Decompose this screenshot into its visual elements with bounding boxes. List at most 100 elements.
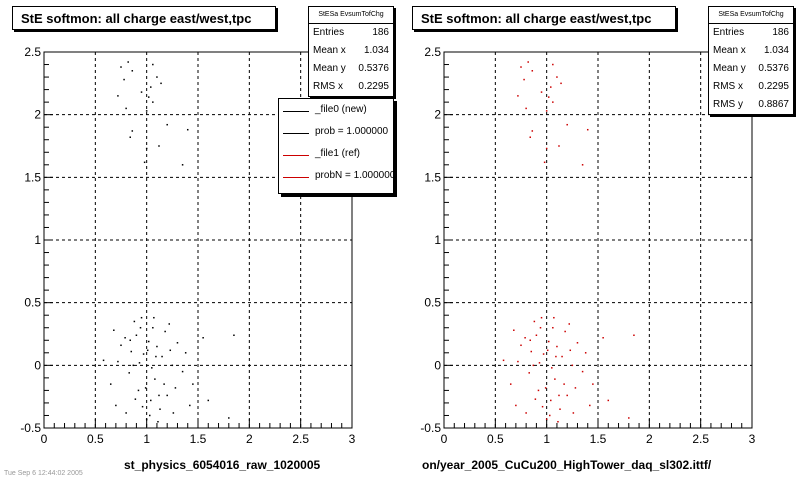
- data-point: [607, 399, 610, 402]
- data-point: [153, 316, 155, 319]
- data-point: [564, 330, 566, 333]
- data-point: [145, 418, 148, 420]
- data-point: [527, 61, 529, 63]
- y-tick-label: 2.5: [424, 45, 441, 59]
- x-tick-label: 2: [246, 432, 253, 446]
- stats-row-mean-y: Mean y 0.5376: [713, 63, 789, 74]
- data-point: [539, 326, 542, 329]
- y-tick-label: 2.5: [24, 45, 41, 59]
- stats-row-entries: Entries 186: [313, 27, 389, 38]
- legend-entry-probn: probN = 1.000000: [279, 167, 393, 187]
- data-point: [572, 412, 575, 414]
- data-point: [171, 364, 174, 367]
- data-point: [558, 145, 560, 147]
- data-point: [542, 353, 545, 355]
- stats-box: StESa EvsumTofChg Entries 186 Mean x 1.034…: [708, 6, 794, 115]
- data-point: [141, 405, 144, 408]
- data-point: [158, 394, 160, 397]
- data-point: [129, 339, 131, 342]
- data-point: [176, 342, 179, 344]
- data-point: [174, 387, 177, 389]
- data-point: [602, 337, 604, 339]
- data-point: [592, 383, 594, 385]
- stats-row-rms-x: RMS x 0.2295: [713, 81, 789, 92]
- stats-row-rms-y: RMS y 0.8867: [713, 99, 789, 110]
- stats-row-mean-x: Mean x 1.034: [713, 45, 789, 56]
- data-point: [566, 394, 568, 397]
- data-point: [166, 123, 168, 126]
- x-tick-label: 1: [543, 432, 550, 446]
- data-point: [574, 387, 577, 389]
- data-point: [524, 337, 526, 339]
- data-point: [146, 349, 149, 352]
- legend-entry-file0: _file0 (new): [279, 101, 393, 121]
- x-tick-label: 0.5: [87, 432, 104, 446]
- y-tick-label: 2: [34, 108, 41, 122]
- data-point: [547, 96, 550, 98]
- data-point: [556, 76, 558, 78]
- legend-line-black: [283, 133, 309, 134]
- data-point: [143, 161, 146, 164]
- file-label: on/year_2005_CuCu200_HighTower_daq_sl302…: [422, 458, 712, 472]
- data-point: [120, 344, 122, 347]
- data-point: [535, 334, 538, 337]
- data-point: [525, 107, 527, 110]
- data-point: [161, 355, 163, 358]
- data-point: [545, 418, 548, 420]
- data-point: [550, 399, 552, 402]
- data-point: [128, 372, 130, 374]
- legend-entry-prob: prob = 1.000000: [279, 123, 393, 143]
- legend-line-red: [283, 177, 309, 178]
- data-point: [135, 334, 138, 337]
- x-tick-label: 2.5: [692, 432, 709, 446]
- data-point: [552, 101, 554, 103]
- data-point: [148, 414, 151, 417]
- data-point: [520, 66, 522, 68]
- data-point: [517, 95, 519, 97]
- data-point: [540, 316, 543, 319]
- data-point: [156, 76, 158, 78]
- data-point: [547, 340, 550, 343]
- data-point: [561, 355, 563, 358]
- data-point: [551, 367, 553, 369]
- x-tick-label: 1.5: [590, 432, 607, 446]
- data-point: [115, 404, 117, 407]
- data-point: [563, 383, 565, 385]
- legend-box: _file0 (new) prob = 1.000000 _file1 (ref…: [278, 98, 394, 194]
- stats-row-entries: Entries 186: [713, 27, 789, 38]
- stats-row-rms-x: RMS x 0.2295: [313, 81, 389, 92]
- data-point: [584, 352, 587, 354]
- data-point: [117, 95, 119, 97]
- data-point: [127, 61, 129, 63]
- data-point: [541, 405, 544, 408]
- data-point: [133, 320, 136, 323]
- x-tick-label: 3: [749, 432, 756, 446]
- data-point: [138, 362, 141, 364]
- data-point: [160, 82, 162, 85]
- data-point: [172, 412, 175, 414]
- data-point: [548, 414, 551, 417]
- data-point: [533, 320, 536, 323]
- data-point: [528, 372, 530, 374]
- data-point: [181, 370, 184, 373]
- data-point: [545, 147, 548, 150]
- data-point: [131, 70, 134, 72]
- stats-box: StESa EvsumTofChg Entries 186 Mean x 1.034…: [308, 6, 394, 97]
- data-point: [123, 78, 125, 81]
- data-point: [569, 349, 572, 352]
- data-point: [560, 82, 562, 85]
- data-point: [184, 352, 187, 354]
- data-point: [132, 364, 135, 367]
- data-point: [142, 353, 145, 355]
- data-point: [154, 378, 156, 380]
- data-point: [150, 86, 152, 88]
- data-point: [568, 323, 571, 325]
- right-panel: 0 0.5 1 1.5 2 2.5 3 -0.5 0 0.5 1 1.5 2 2.5 StE softmo…: [400, 0, 800, 480]
- data-point: [147, 96, 150, 98]
- data-point: [529, 339, 531, 342]
- data-point: [558, 394, 560, 397]
- x-tick-label: 1: [143, 432, 150, 446]
- data-point: [134, 398, 137, 400]
- data-point: [155, 355, 157, 358]
- data-point: [509, 383, 512, 385]
